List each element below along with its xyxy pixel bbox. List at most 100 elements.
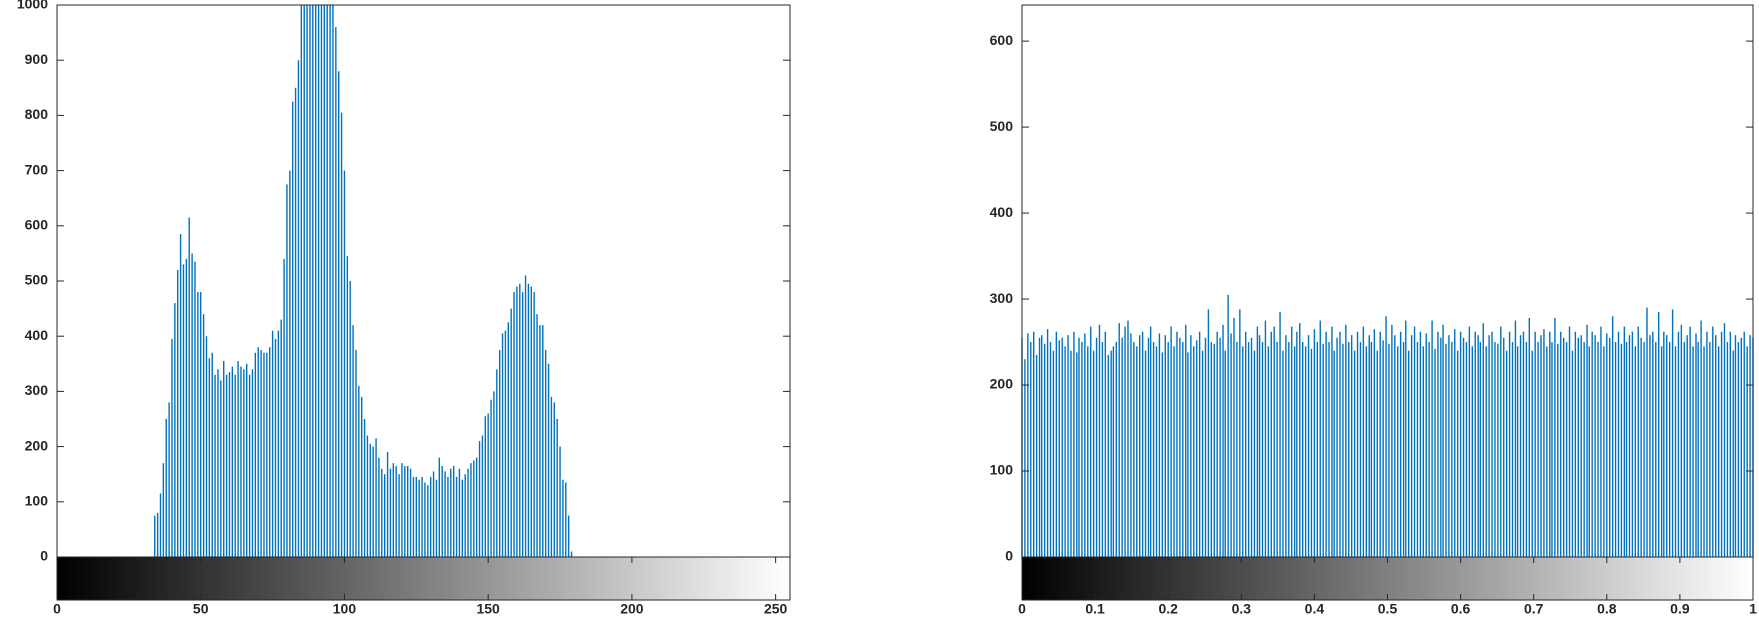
bar (1288, 342, 1290, 557)
bar (452, 465, 455, 557)
bar (1663, 331, 1665, 557)
bar (1737, 342, 1740, 557)
bar (1606, 333, 1608, 557)
bar (1101, 342, 1104, 557)
bar (1583, 342, 1585, 557)
x-tick-label: 0 (53, 601, 61, 617)
bar (1603, 346, 1605, 557)
bar (490, 399, 492, 557)
bar (1291, 326, 1293, 557)
bar (332, 5, 334, 557)
bar (1204, 337, 1207, 557)
y-tick-label: 500 (25, 272, 49, 288)
bar (1413, 326, 1416, 557)
bar (1149, 326, 1152, 557)
bar (1365, 346, 1368, 557)
bar (200, 292, 202, 557)
bar (1055, 331, 1058, 557)
bar (343, 170, 346, 557)
y-tick-label: 300 (990, 290, 1014, 306)
bar (251, 369, 254, 557)
x-tick-label: 0.2 (1158, 601, 1178, 617)
bar (553, 402, 555, 557)
bar (513, 292, 515, 557)
bar (1551, 342, 1553, 557)
bar (369, 443, 372, 557)
bar (266, 352, 268, 557)
bar (1233, 317, 1235, 557)
bar (1600, 326, 1602, 557)
bar (501, 333, 504, 557)
bar (1440, 337, 1442, 557)
bar (1296, 331, 1298, 557)
x-tick-label: 0 (1018, 601, 1026, 617)
bar (1310, 348, 1313, 557)
x-tick-label: 0.4 (1305, 601, 1325, 617)
bar (1471, 346, 1473, 557)
bar (1434, 348, 1436, 557)
bar (323, 5, 326, 557)
bar (559, 446, 561, 557)
bar (1442, 324, 1444, 557)
bar (1078, 337, 1080, 557)
bar (1230, 333, 1232, 557)
bar (1193, 346, 1195, 557)
bar (473, 460, 475, 557)
y-tick-label: 600 (990, 32, 1014, 48)
bar (280, 319, 282, 557)
bar (527, 283, 530, 557)
bar (1597, 342, 1599, 557)
bar (1173, 346, 1175, 557)
bar (329, 5, 331, 557)
bar (1339, 331, 1341, 557)
x-tick-label: 250 (764, 601, 788, 617)
bar (188, 217, 190, 557)
bar (1118, 323, 1120, 557)
bar (435, 479, 438, 557)
bar (1479, 342, 1482, 557)
bar (1586, 324, 1588, 557)
bar (1261, 342, 1264, 557)
bar (191, 253, 193, 557)
bar (519, 283, 521, 557)
bar (320, 5, 323, 557)
y-tick-label: 300 (25, 382, 49, 398)
bar (1124, 326, 1126, 557)
bar (504, 330, 507, 557)
bar (1333, 350, 1335, 557)
bar (404, 465, 406, 557)
bar (1617, 331, 1620, 557)
bar (1328, 342, 1330, 557)
bar (1356, 331, 1359, 557)
bar (1313, 329, 1316, 557)
bar (375, 438, 377, 557)
bar (1611, 316, 1614, 557)
bar (1179, 337, 1181, 557)
bar (286, 184, 288, 557)
bar (1348, 342, 1350, 557)
bar (496, 369, 498, 557)
bar (231, 366, 234, 557)
bar (1368, 335, 1370, 557)
bar (1614, 342, 1617, 557)
bar (1652, 331, 1654, 557)
bar (1407, 350, 1410, 557)
bar (263, 352, 265, 557)
bar (429, 476, 432, 557)
bar (1482, 323, 1484, 557)
bar (1594, 335, 1596, 557)
bar (1416, 342, 1419, 557)
bar (1285, 335, 1287, 557)
bar (1115, 342, 1117, 557)
bar (1325, 331, 1327, 557)
bar (1631, 331, 1634, 557)
bar (1451, 342, 1453, 557)
bar (1402, 342, 1405, 557)
bar (1207, 309, 1210, 557)
bar (458, 468, 461, 557)
bar (1522, 331, 1525, 557)
bar (1293, 346, 1296, 557)
bar (1391, 324, 1393, 557)
bar (1035, 354, 1038, 557)
